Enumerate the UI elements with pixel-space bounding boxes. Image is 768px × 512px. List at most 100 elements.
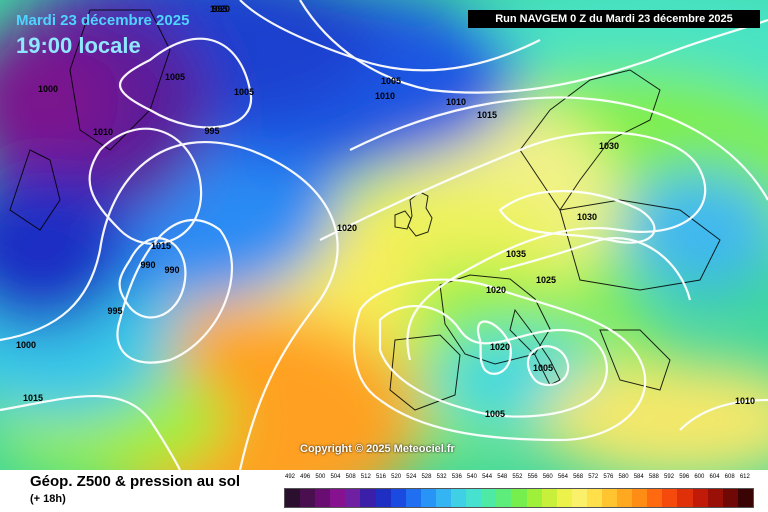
isobar-label: 1025: [536, 275, 556, 285]
legend-value: 512: [360, 474, 371, 480]
legend-swatch: [315, 489, 331, 507]
isobar-label: 1015: [151, 241, 171, 251]
legend-value: 520: [391, 474, 402, 480]
legend-value: 560: [542, 474, 553, 480]
isobar-label: 990: [140, 260, 155, 270]
legend-swatch: [617, 489, 633, 507]
legend-swatch: [330, 489, 346, 507]
legend-swatch: [722, 489, 738, 507]
legend-swatch: [556, 489, 572, 507]
legend-value: 588: [648, 474, 659, 480]
legend-swatch: [405, 489, 421, 507]
product-title: Géop. Z500 & pression au sol: [30, 473, 241, 490]
isobar-label: 995: [204, 126, 219, 136]
legend-swatch: [632, 489, 648, 507]
legend-swatch: [692, 489, 708, 507]
isobar-label: 995: [107, 306, 122, 316]
legend-color-bar: [284, 488, 754, 508]
legend-value: 608: [724, 474, 735, 480]
isobar-label: 1000: [38, 84, 58, 94]
isobar-label: 1010: [446, 97, 466, 107]
legend-value: 516: [375, 474, 386, 480]
legend-value: 508: [345, 474, 356, 480]
legend-value: 524: [406, 474, 417, 480]
legend-value: 596: [679, 474, 690, 480]
isobar-label: 1020: [337, 223, 357, 233]
legend-value: 568: [573, 474, 584, 480]
legend-swatch: [375, 489, 391, 507]
isobar-label: 1005: [165, 72, 185, 82]
isobar-label: 1010: [93, 127, 113, 137]
legend-swatch: [662, 489, 678, 507]
lead-time: (+ 18h): [30, 493, 66, 505]
legend-value: 564: [557, 474, 568, 480]
isobar-label: 1005: [485, 409, 505, 419]
map-canvas: 995 1005 1000 1005 1010 1010 995 1005 1010 1015 10…: [0, 0, 768, 470]
legend-swatch: [360, 489, 376, 507]
legend-swatch: [435, 489, 452, 507]
isobar-label: 1005: [533, 363, 553, 373]
legend-swatch: [300, 489, 316, 507]
legend-swatch: [511, 489, 527, 507]
legend-value: 552: [512, 474, 523, 480]
isobar-label: 1020: [210, 4, 230, 14]
isobar-label: 1035: [506, 249, 526, 259]
legend-swatch: [541, 489, 557, 507]
legend-value: 600: [694, 474, 705, 480]
legend-swatch: [677, 489, 693, 507]
isobar-label: 1010: [375, 91, 395, 101]
forecast-date: Mardi 23 décembre 2025: [16, 12, 190, 29]
isobars: [0, 0, 768, 470]
legend-swatch: [345, 489, 361, 507]
isobar-label: 1010: [735, 396, 755, 406]
geopotential-field: [0, 0, 768, 470]
forecast-local-time: 19:00 locale: [16, 33, 141, 58]
isobar-label: 1015: [23, 393, 43, 403]
legend-value: 592: [664, 474, 675, 480]
legend-value: 604: [709, 474, 720, 480]
legend-swatch: [496, 489, 512, 507]
legend-value: 576: [603, 474, 614, 480]
legend-value: 612: [739, 474, 750, 480]
legend-value: 532: [436, 474, 447, 480]
legend-swatch: [586, 489, 602, 507]
legend-swatch: [737, 489, 753, 507]
legend-value: 492: [285, 474, 296, 480]
legend-value: 556: [527, 474, 538, 480]
isobar-label: 1030: [599, 141, 619, 151]
isobar-label: 1005: [381, 76, 401, 86]
legend-swatch: [285, 489, 301, 507]
legend-swatch: [601, 489, 618, 507]
legend-value: 584: [633, 474, 644, 480]
legend-value: 572: [588, 474, 599, 480]
legend-swatch: [707, 489, 723, 507]
isobar-label: 1020: [486, 285, 506, 295]
forecast-map: 995 1005 1000 1005 1010 1010 995 1005 1010 1015 10…: [0, 0, 768, 470]
isobar-label: 1020: [490, 342, 510, 352]
legend-value: 496: [300, 474, 311, 480]
legend-swatch: [481, 489, 497, 507]
isobar-label-layer: 995 1005 1000 1005 1010 1010 995 1005 1010 1015 10…: [16, 4, 755, 419]
isobar-label: 1000: [16, 340, 36, 350]
copyright-notice: Copyright © 2025 Meteociel.fr: [300, 443, 455, 455]
legend-value: 504: [330, 474, 341, 480]
isobar-label: 1030: [577, 212, 597, 222]
legend-value: 528: [421, 474, 432, 480]
legend-swatch: [451, 489, 467, 507]
legend-tick-labels: 492 496 500 504 508 512 516 520 524 528 532 536 540 5…: [284, 472, 754, 486]
isobar-label: 1005: [234, 87, 254, 97]
legend-footer: Géop. Z500 & pression au sol (+ 18h) 492…: [0, 470, 768, 512]
isobar-label: 990: [164, 265, 179, 275]
legend-swatch: [466, 489, 482, 507]
legend-value: 500: [315, 474, 326, 480]
legend-swatch: [647, 489, 663, 507]
coastlines: [9, 9, 721, 411]
color-scale-legend: 492 496 500 504 508 512 516 520 524 528 532 536 540 5…: [284, 472, 754, 510]
legend-swatch: [571, 489, 587, 507]
legend-value: 540: [466, 474, 477, 480]
model-run-banner: Run NAVGEM 0 Z du Mardi 23 décembre 2025: [468, 10, 760, 28]
legend-swatch: [390, 489, 406, 507]
legend-value: 544: [482, 474, 493, 480]
legend-value: 580: [618, 474, 629, 480]
isobar-label: 995: [212, 4, 227, 14]
